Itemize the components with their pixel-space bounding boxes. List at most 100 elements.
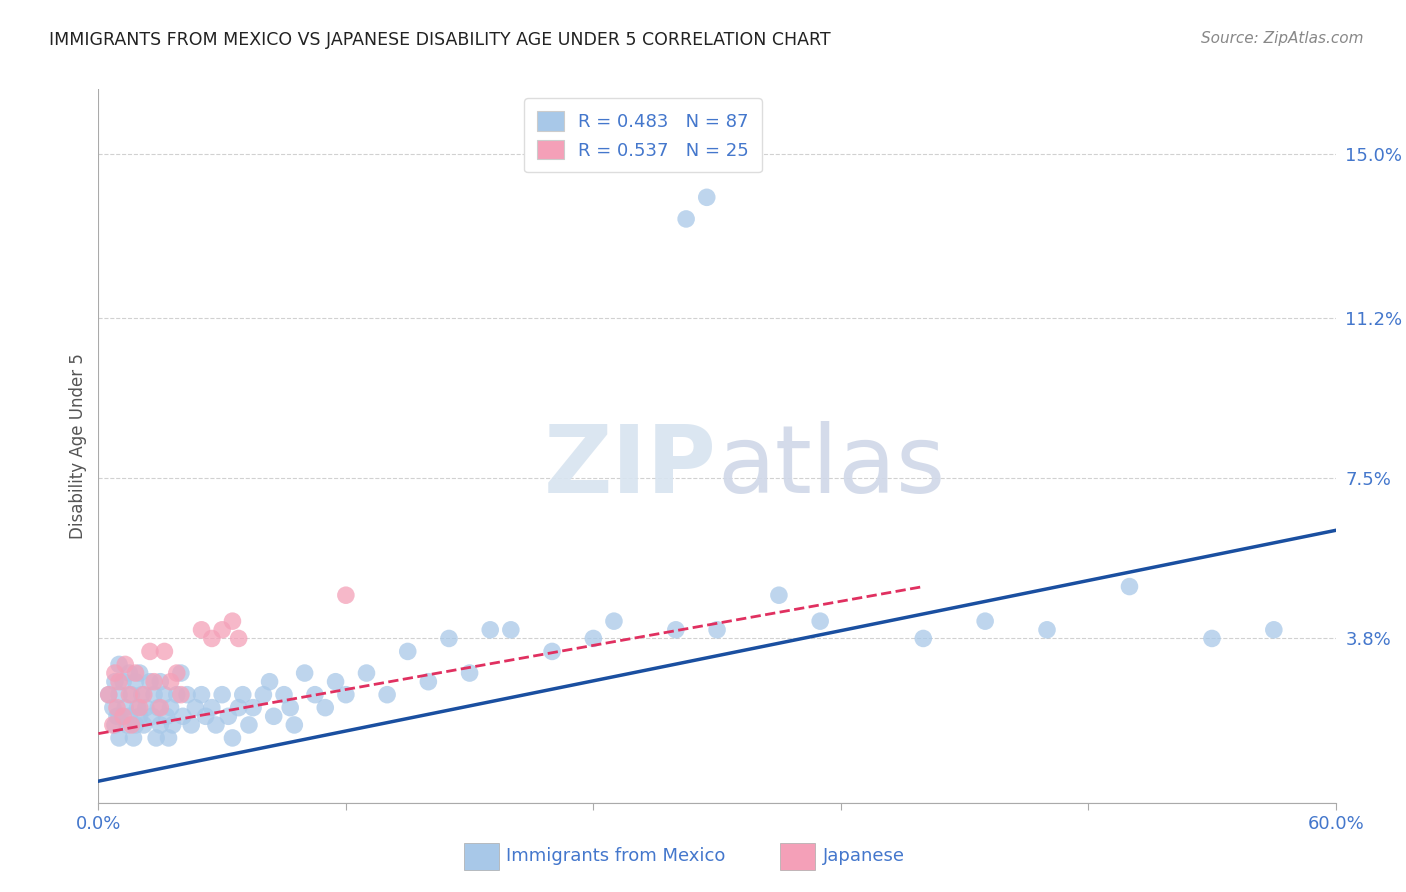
Point <box>314 700 336 714</box>
Point <box>114 700 136 714</box>
Point <box>259 674 281 689</box>
Text: Immigrants from Mexico: Immigrants from Mexico <box>506 847 725 865</box>
Point <box>104 674 127 689</box>
Point <box>114 657 136 672</box>
Point <box>335 588 357 602</box>
Point <box>104 666 127 681</box>
Point <box>582 632 605 646</box>
Point <box>155 709 177 723</box>
Point <box>437 632 460 646</box>
Text: atlas: atlas <box>717 421 945 514</box>
Point <box>108 709 131 723</box>
Point <box>335 688 357 702</box>
Text: ZIP: ZIP <box>544 421 717 514</box>
Point <box>675 211 697 226</box>
Point <box>162 718 184 732</box>
Point <box>205 718 228 732</box>
Point <box>356 666 378 681</box>
Point <box>131 688 153 702</box>
Point <box>396 644 419 658</box>
Point <box>217 709 239 723</box>
Text: Source: ZipAtlas.com: Source: ZipAtlas.com <box>1201 31 1364 46</box>
Point <box>252 688 274 702</box>
Point <box>808 614 831 628</box>
Point <box>157 731 180 745</box>
Point <box>108 731 131 745</box>
Point <box>665 623 688 637</box>
Point <box>190 688 212 702</box>
Point <box>263 709 285 723</box>
Point <box>176 688 198 702</box>
Point <box>139 674 162 689</box>
Point <box>135 700 157 714</box>
Point <box>101 700 124 714</box>
Point <box>190 623 212 637</box>
Point <box>153 644 176 658</box>
Point <box>148 700 170 714</box>
Point <box>1036 623 1059 637</box>
Point <box>242 700 264 714</box>
Point <box>101 718 124 732</box>
Point <box>143 688 166 702</box>
Point <box>768 588 790 602</box>
Point <box>172 709 194 723</box>
Point <box>128 666 150 681</box>
Point <box>375 688 398 702</box>
Point <box>149 700 172 714</box>
Point <box>418 674 440 689</box>
Point <box>108 688 131 702</box>
Point <box>149 718 172 732</box>
Point <box>211 688 233 702</box>
Point <box>603 614 626 628</box>
Point <box>145 731 167 745</box>
Point <box>132 688 155 702</box>
Point <box>458 666 481 681</box>
Text: IMMIGRANTS FROM MEXICO VS JAPANESE DISABILITY AGE UNDER 5 CORRELATION CHART: IMMIGRANTS FROM MEXICO VS JAPANESE DISAB… <box>49 31 831 49</box>
Point <box>124 674 146 689</box>
Point <box>153 688 176 702</box>
Point <box>124 666 146 681</box>
Point <box>706 623 728 637</box>
Point <box>180 718 202 732</box>
Point <box>104 718 127 732</box>
Legend: R = 0.483   N = 87, R = 0.537   N = 25: R = 0.483 N = 87, R = 0.537 N = 25 <box>524 98 762 172</box>
Point <box>283 718 305 732</box>
Point <box>479 623 502 637</box>
Point <box>128 709 150 723</box>
Point <box>108 657 131 672</box>
Point <box>201 700 224 714</box>
Point <box>1263 623 1285 637</box>
Point <box>304 688 326 702</box>
Point <box>1201 632 1223 646</box>
Point <box>541 644 564 658</box>
Point <box>132 718 155 732</box>
Point <box>97 688 120 702</box>
Point <box>120 718 142 732</box>
Point <box>159 700 181 714</box>
Point <box>166 688 188 702</box>
Point <box>170 666 193 681</box>
Point <box>696 190 718 204</box>
Point <box>108 674 131 689</box>
Point <box>184 700 207 714</box>
Point <box>228 700 250 714</box>
Point <box>117 718 139 732</box>
Point <box>143 674 166 689</box>
Point <box>1118 580 1140 594</box>
Point <box>912 632 935 646</box>
Point <box>122 731 145 745</box>
Point <box>127 700 149 714</box>
Point <box>112 709 135 723</box>
Point <box>325 674 347 689</box>
Point <box>166 666 188 681</box>
Point <box>105 700 128 714</box>
Point <box>294 666 316 681</box>
Point <box>118 688 141 702</box>
Point <box>159 674 181 689</box>
Point <box>118 709 141 723</box>
Point <box>149 674 172 689</box>
Point <box>194 709 217 723</box>
Point <box>141 709 163 723</box>
Point <box>499 623 522 637</box>
Point <box>278 700 301 714</box>
